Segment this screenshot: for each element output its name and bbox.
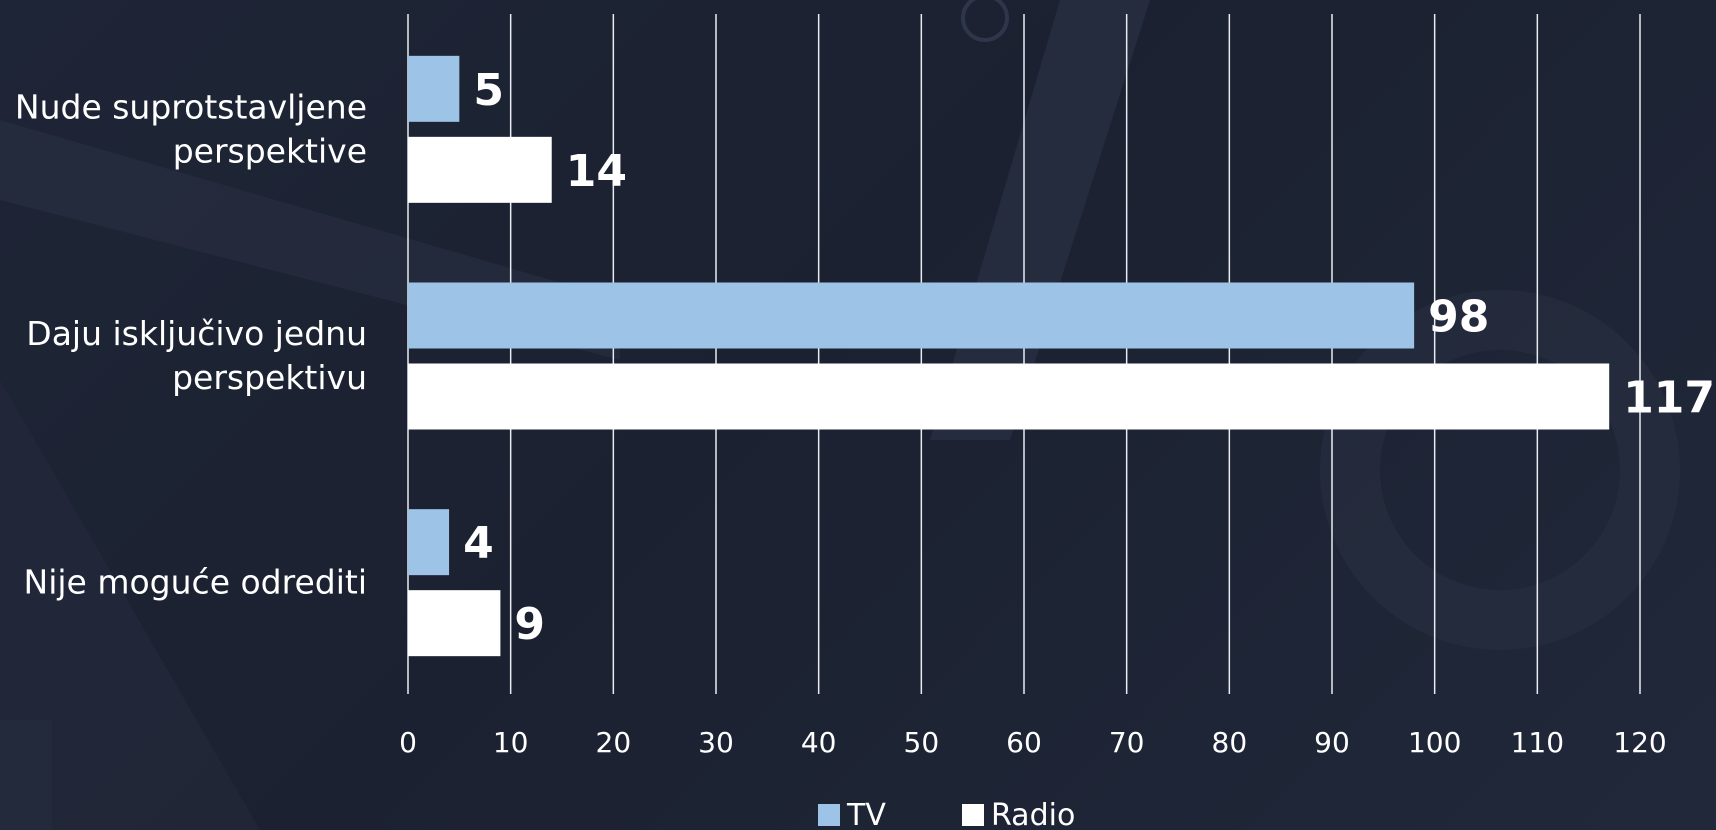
bar-radio-1: [408, 363, 1610, 430]
legend-label: TV: [846, 798, 886, 830]
x-tick-label: 20: [596, 726, 632, 759]
bar-tv-1: [408, 282, 1415, 349]
x-tick-label: 30: [698, 726, 734, 759]
legend-swatch-radio: [962, 804, 984, 826]
data-label: 14: [566, 146, 627, 197]
decor-big-ring: [1320, 290, 1680, 650]
data-label: 5: [473, 65, 504, 116]
data-label: 98: [1428, 292, 1489, 343]
data-label: 117: [1623, 373, 1715, 424]
legend: TV Radio: [818, 798, 1075, 830]
legend-swatch-tv: [818, 804, 840, 826]
decor-ring: [961, 0, 1009, 42]
decor-block: [0, 720, 52, 830]
x-tick-label: 110: [1511, 726, 1564, 759]
category-label: perspektivu: [172, 358, 367, 397]
category-axis: Nude suprotstavljene perspektive Daju iskl…: [15, 87, 367, 601]
x-tick-label: 50: [904, 726, 940, 759]
data-labels: 5 14 98 117 49: [463, 65, 1715, 650]
legend-label: Radio: [991, 798, 1075, 830]
data-label: 4: [463, 518, 494, 569]
x-tick-label: 70: [1109, 726, 1145, 759]
x-tick-label: 40: [801, 726, 837, 759]
value-axis: 0 10 20 30 40 50 60 70 80 90 100 110 120: [399, 726, 1667, 759]
x-tick-label: 60: [1006, 726, 1042, 759]
bar-tv-2: [408, 509, 450, 576]
category-label: Nude suprotstavljene: [15, 87, 367, 126]
gridlines: [407, 14, 1641, 694]
x-tick-label: 0: [399, 726, 417, 759]
category-label: perspektive: [173, 131, 367, 170]
category-label: Nije moguće odrediti: [24, 563, 367, 602]
x-tick-label: 120: [1613, 726, 1666, 759]
bars: [408, 55, 1610, 657]
bar-radio-0: [408, 136, 552, 203]
bar-tv-0: [408, 55, 460, 122]
x-tick-label: 80: [1212, 726, 1248, 759]
x-tick-label: 10: [493, 726, 529, 759]
decor-triangle: [0, 380, 260, 830]
bar-radio-2: [408, 590, 501, 657]
x-tick-label: 90: [1314, 726, 1350, 759]
x-tick-label: 100: [1408, 726, 1461, 759]
data-label: 9: [514, 599, 545, 650]
category-label: Daju isključivo jednu: [26, 314, 367, 353]
